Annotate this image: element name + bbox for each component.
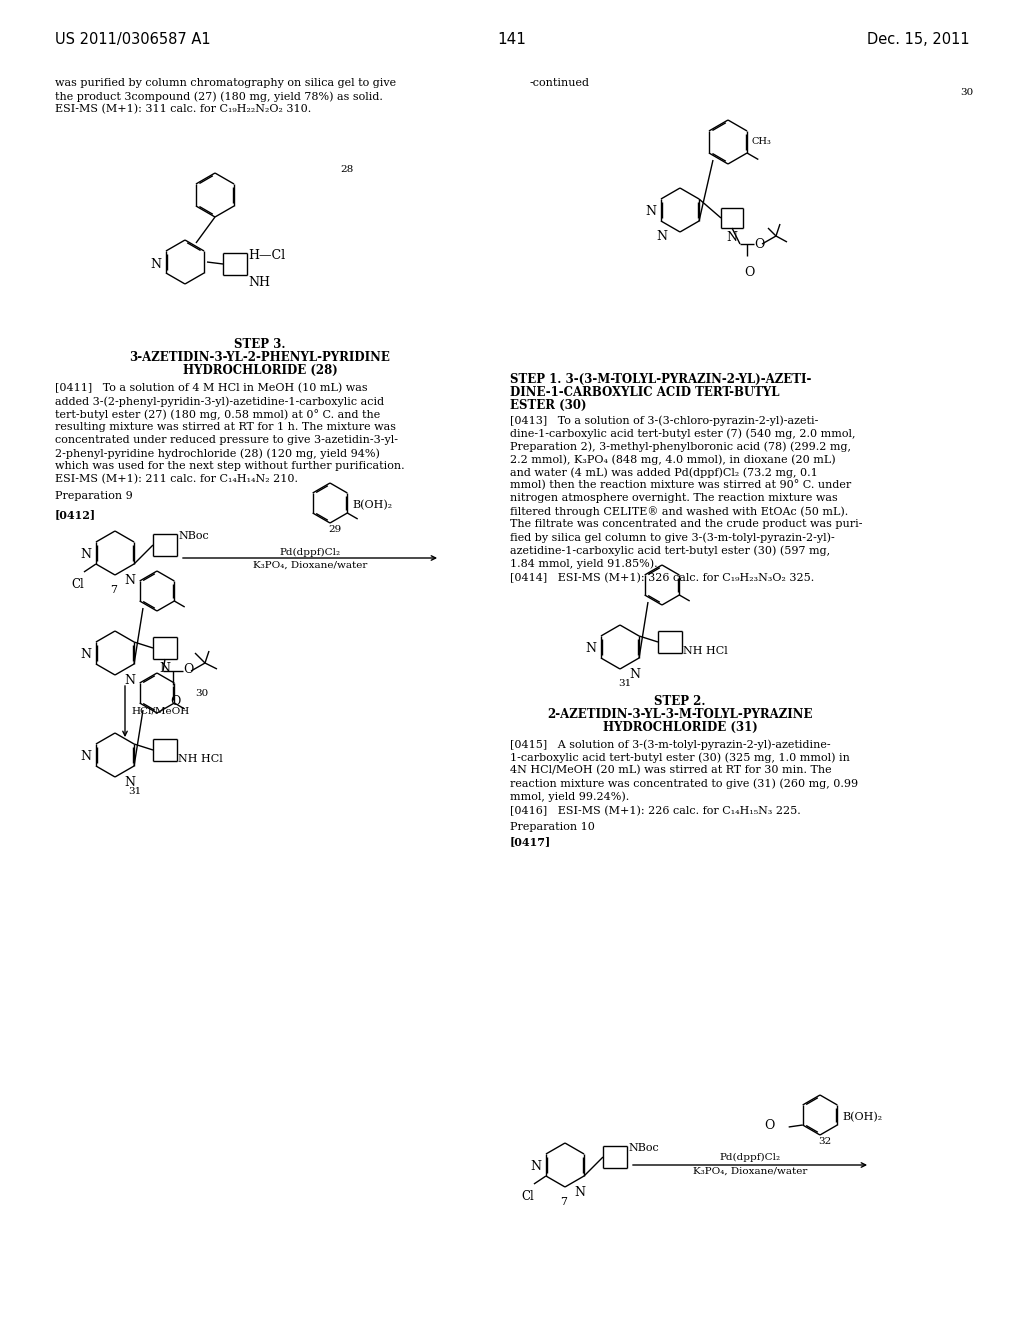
Text: which was used for the next step without further purification.: which was used for the next step without… (55, 461, 404, 471)
Text: N: N (530, 1160, 541, 1173)
Text: O: O (744, 267, 755, 279)
Text: 31: 31 (128, 787, 141, 796)
Text: [0417]: [0417] (510, 836, 551, 847)
Text: 2-phenyl-pyridine hydrochloride (28) (120 mg, yield 94%): 2-phenyl-pyridine hydrochloride (28) (12… (55, 447, 380, 458)
Text: DINE-1-CARBOXYLIC ACID TERT-BUTYL: DINE-1-CARBOXYLIC ACID TERT-BUTYL (510, 385, 779, 399)
Text: N: N (80, 548, 91, 561)
Text: 30: 30 (961, 88, 973, 96)
Text: K₃PO₄, Dioxane/water: K₃PO₄, Dioxane/water (693, 1167, 807, 1176)
Text: NH: NH (248, 276, 270, 289)
Text: N: N (726, 231, 737, 244)
Text: US 2011/0306587 A1: US 2011/0306587 A1 (55, 32, 211, 48)
Text: added 3-(2-phenyl-pyridin-3-yl)-azetidine-1-carboxylic acid: added 3-(2-phenyl-pyridin-3-yl)-azetidin… (55, 396, 384, 407)
Text: Pd(dppf)Cl₂: Pd(dppf)Cl₂ (280, 548, 341, 557)
Text: filtered through CELITE® and washed with EtOAc (50 mL).: filtered through CELITE® and washed with… (510, 506, 848, 517)
Text: NBoc: NBoc (628, 1143, 658, 1152)
Text: ESI-MS (M+1): 311 calc. for C₁₉H₂₂N₂O₂ 310.: ESI-MS (M+1): 311 calc. for C₁₉H₂₂N₂O₂ 3… (55, 104, 311, 115)
Text: N: N (124, 675, 135, 686)
Text: CH₃: CH₃ (752, 137, 772, 147)
Text: The filtrate was concentrated and the crude product was puri-: The filtrate was concentrated and the cr… (510, 519, 862, 529)
Text: B(OH)₂: B(OH)₂ (842, 1111, 882, 1122)
Text: NBoc: NBoc (178, 531, 209, 541)
Text: O: O (170, 696, 180, 708)
Text: [0414]   ESI-MS (M+1): 326 calc. for C₁₉H₂₃N₃O₂ 325.: [0414] ESI-MS (M+1): 326 calc. for C₁₉H₂… (510, 573, 814, 583)
Text: N: N (574, 1185, 585, 1199)
Text: [0416]   ESI-MS (M+1): 226 calc. for C₁₄H₁₅N₃ 225.: [0416] ESI-MS (M+1): 226 calc. for C₁₄H₁… (510, 807, 801, 816)
Text: resulting mixture was stirred at RT for 1 h. The mixture was: resulting mixture was stirred at RT for … (55, 422, 396, 432)
Text: 2-AZETIDIN-3-YL-3-M-TOLYL-PYRAZINE: 2-AZETIDIN-3-YL-3-M-TOLYL-PYRAZINE (547, 708, 813, 721)
Text: HYDROCHLORIDE (31): HYDROCHLORIDE (31) (603, 721, 758, 734)
Text: 31: 31 (618, 678, 632, 688)
Text: Dec. 15, 2011: Dec. 15, 2011 (867, 32, 970, 48)
Text: HYDROCHLORIDE (28): HYDROCHLORIDE (28) (182, 364, 337, 378)
Text: [0415]   A solution of 3-(3-m-tolyl-pyrazin-2-yl)-azetidine-: [0415] A solution of 3-(3-m-tolyl-pyrazi… (510, 739, 830, 750)
Text: K₃PO₄, Dioxane/water: K₃PO₄, Dioxane/water (253, 561, 368, 570)
Text: nitrogen atmosphere overnight. The reaction mixture was: nitrogen atmosphere overnight. The react… (510, 492, 838, 503)
Text: O: O (754, 238, 764, 251)
Text: azetidine-1-carboxylic acid tert-butyl ester (30) (597 mg,: azetidine-1-carboxylic acid tert-butyl e… (510, 545, 830, 556)
Text: tert-butyl ester (27) (180 mg, 0.58 mmol) at 0° C. and the: tert-butyl ester (27) (180 mg, 0.58 mmol… (55, 409, 380, 420)
Text: Preparation 10: Preparation 10 (510, 822, 595, 832)
Text: mmol) then the reaction mixture was stirred at 90° C. under: mmol) then the reaction mixture was stir… (510, 480, 851, 491)
Text: NH HCl: NH HCl (178, 754, 223, 764)
Text: 2.2 mmol), K₃PO₄ (848 mg, 4.0 mmol), in dioxane (20 mL): 2.2 mmol), K₃PO₄ (848 mg, 4.0 mmol), in … (510, 454, 836, 465)
Text: B(OH)₂: B(OH)₂ (352, 500, 392, 511)
Text: mmol, yield 99.24%).: mmol, yield 99.24%). (510, 791, 630, 801)
Text: 7: 7 (110, 585, 117, 595)
Text: concentrated under reduced pressure to give 3-azetidin-3-yl-: concentrated under reduced pressure to g… (55, 436, 398, 445)
Text: the product 3compound (27) (180 mg, yield 78%) as solid.: the product 3compound (27) (180 mg, yiel… (55, 91, 383, 102)
Text: 30: 30 (195, 689, 208, 698)
Text: 1-carboxylic acid tert-butyl ester (30) (325 mg, 1.0 mmol) in: 1-carboxylic acid tert-butyl ester (30) … (510, 752, 850, 763)
Text: fied by silica gel column to give 3-(3-m-tolyl-pyrazin-2-yl)-: fied by silica gel column to give 3-(3-m… (510, 532, 835, 543)
Text: [0412]: [0412] (55, 510, 96, 520)
Text: Cl: Cl (71, 578, 84, 591)
Text: 3-AZETIDIN-3-YL-2-PHENYL-PYRIDINE: 3-AZETIDIN-3-YL-2-PHENYL-PYRIDINE (130, 351, 390, 364)
Text: O: O (764, 1119, 775, 1133)
Text: -continued: -continued (530, 78, 590, 88)
Text: Preparation 2), 3-methyl-phenylboronic acid (78) (299.2 mg,: Preparation 2), 3-methyl-phenylboronic a… (510, 441, 851, 451)
Text: STEP 2.: STEP 2. (654, 696, 706, 708)
Text: dine-1-carboxylic acid tert-butyl ester (7) (540 mg, 2.0 mmol,: dine-1-carboxylic acid tert-butyl ester … (510, 428, 855, 438)
Text: ESI-MS (M+1): 211 calc. for C₁₄H₁₄N₂ 210.: ESI-MS (M+1): 211 calc. for C₁₄H₁₄N₂ 210… (55, 474, 298, 484)
Text: STEP 1. 3-(3-M-TOLYL-PYRAZIN-2-YL)-AZETI-: STEP 1. 3-(3-M-TOLYL-PYRAZIN-2-YL)-AZETI… (510, 374, 811, 385)
Text: N: N (629, 668, 640, 681)
Text: [0411]   To a solution of 4 M HCl in MeOH (10 mL) was: [0411] To a solution of 4 M HCl in MeOH … (55, 383, 368, 393)
Text: 4N HCl/MeOH (20 mL) was stirred at RT for 30 min. The: 4N HCl/MeOH (20 mL) was stirred at RT fo… (510, 766, 831, 775)
Text: HCl/MeOH: HCl/MeOH (131, 706, 189, 715)
Text: Cl: Cl (521, 1191, 534, 1203)
Text: 141: 141 (498, 32, 526, 48)
Text: and water (4 mL) was added Pd(dppf)Cl₂ (73.2 mg, 0.1: and water (4 mL) was added Pd(dppf)Cl₂ (… (510, 467, 818, 478)
Text: NH HCl: NH HCl (683, 645, 728, 656)
Text: N: N (124, 574, 135, 587)
Text: ESTER (30): ESTER (30) (510, 399, 587, 412)
Text: N: N (585, 642, 596, 655)
Text: 1.84 mmol, yield 91.85%).: 1.84 mmol, yield 91.85%). (510, 558, 657, 569)
Text: N: N (656, 230, 667, 243)
Text: 29: 29 (329, 525, 342, 535)
Text: N: N (80, 750, 91, 763)
Text: 7: 7 (560, 1197, 567, 1206)
Text: N: N (645, 205, 656, 218)
Text: STEP 3.: STEP 3. (234, 338, 286, 351)
Text: N: N (150, 257, 161, 271)
Text: H—Cl: H—Cl (248, 249, 285, 261)
Text: N: N (124, 776, 135, 789)
Text: 28: 28 (340, 165, 353, 174)
Text: 32: 32 (818, 1137, 831, 1146)
Text: O: O (183, 663, 194, 676)
Text: was purified by column chromatography on silica gel to give: was purified by column chromatography on… (55, 78, 396, 88)
Text: reaction mixture was concentrated to give (31) (260 mg, 0.99: reaction mixture was concentrated to giv… (510, 777, 858, 788)
Text: N: N (80, 648, 91, 661)
Text: Pd(dppf)Cl₂: Pd(dppf)Cl₂ (720, 1152, 780, 1162)
Text: N: N (160, 663, 171, 675)
Text: Preparation 9: Preparation 9 (55, 491, 133, 502)
Text: [0413]   To a solution of 3-(3-chloro-pyrazin-2-yl)-azeti-: [0413] To a solution of 3-(3-chloro-pyra… (510, 414, 818, 425)
